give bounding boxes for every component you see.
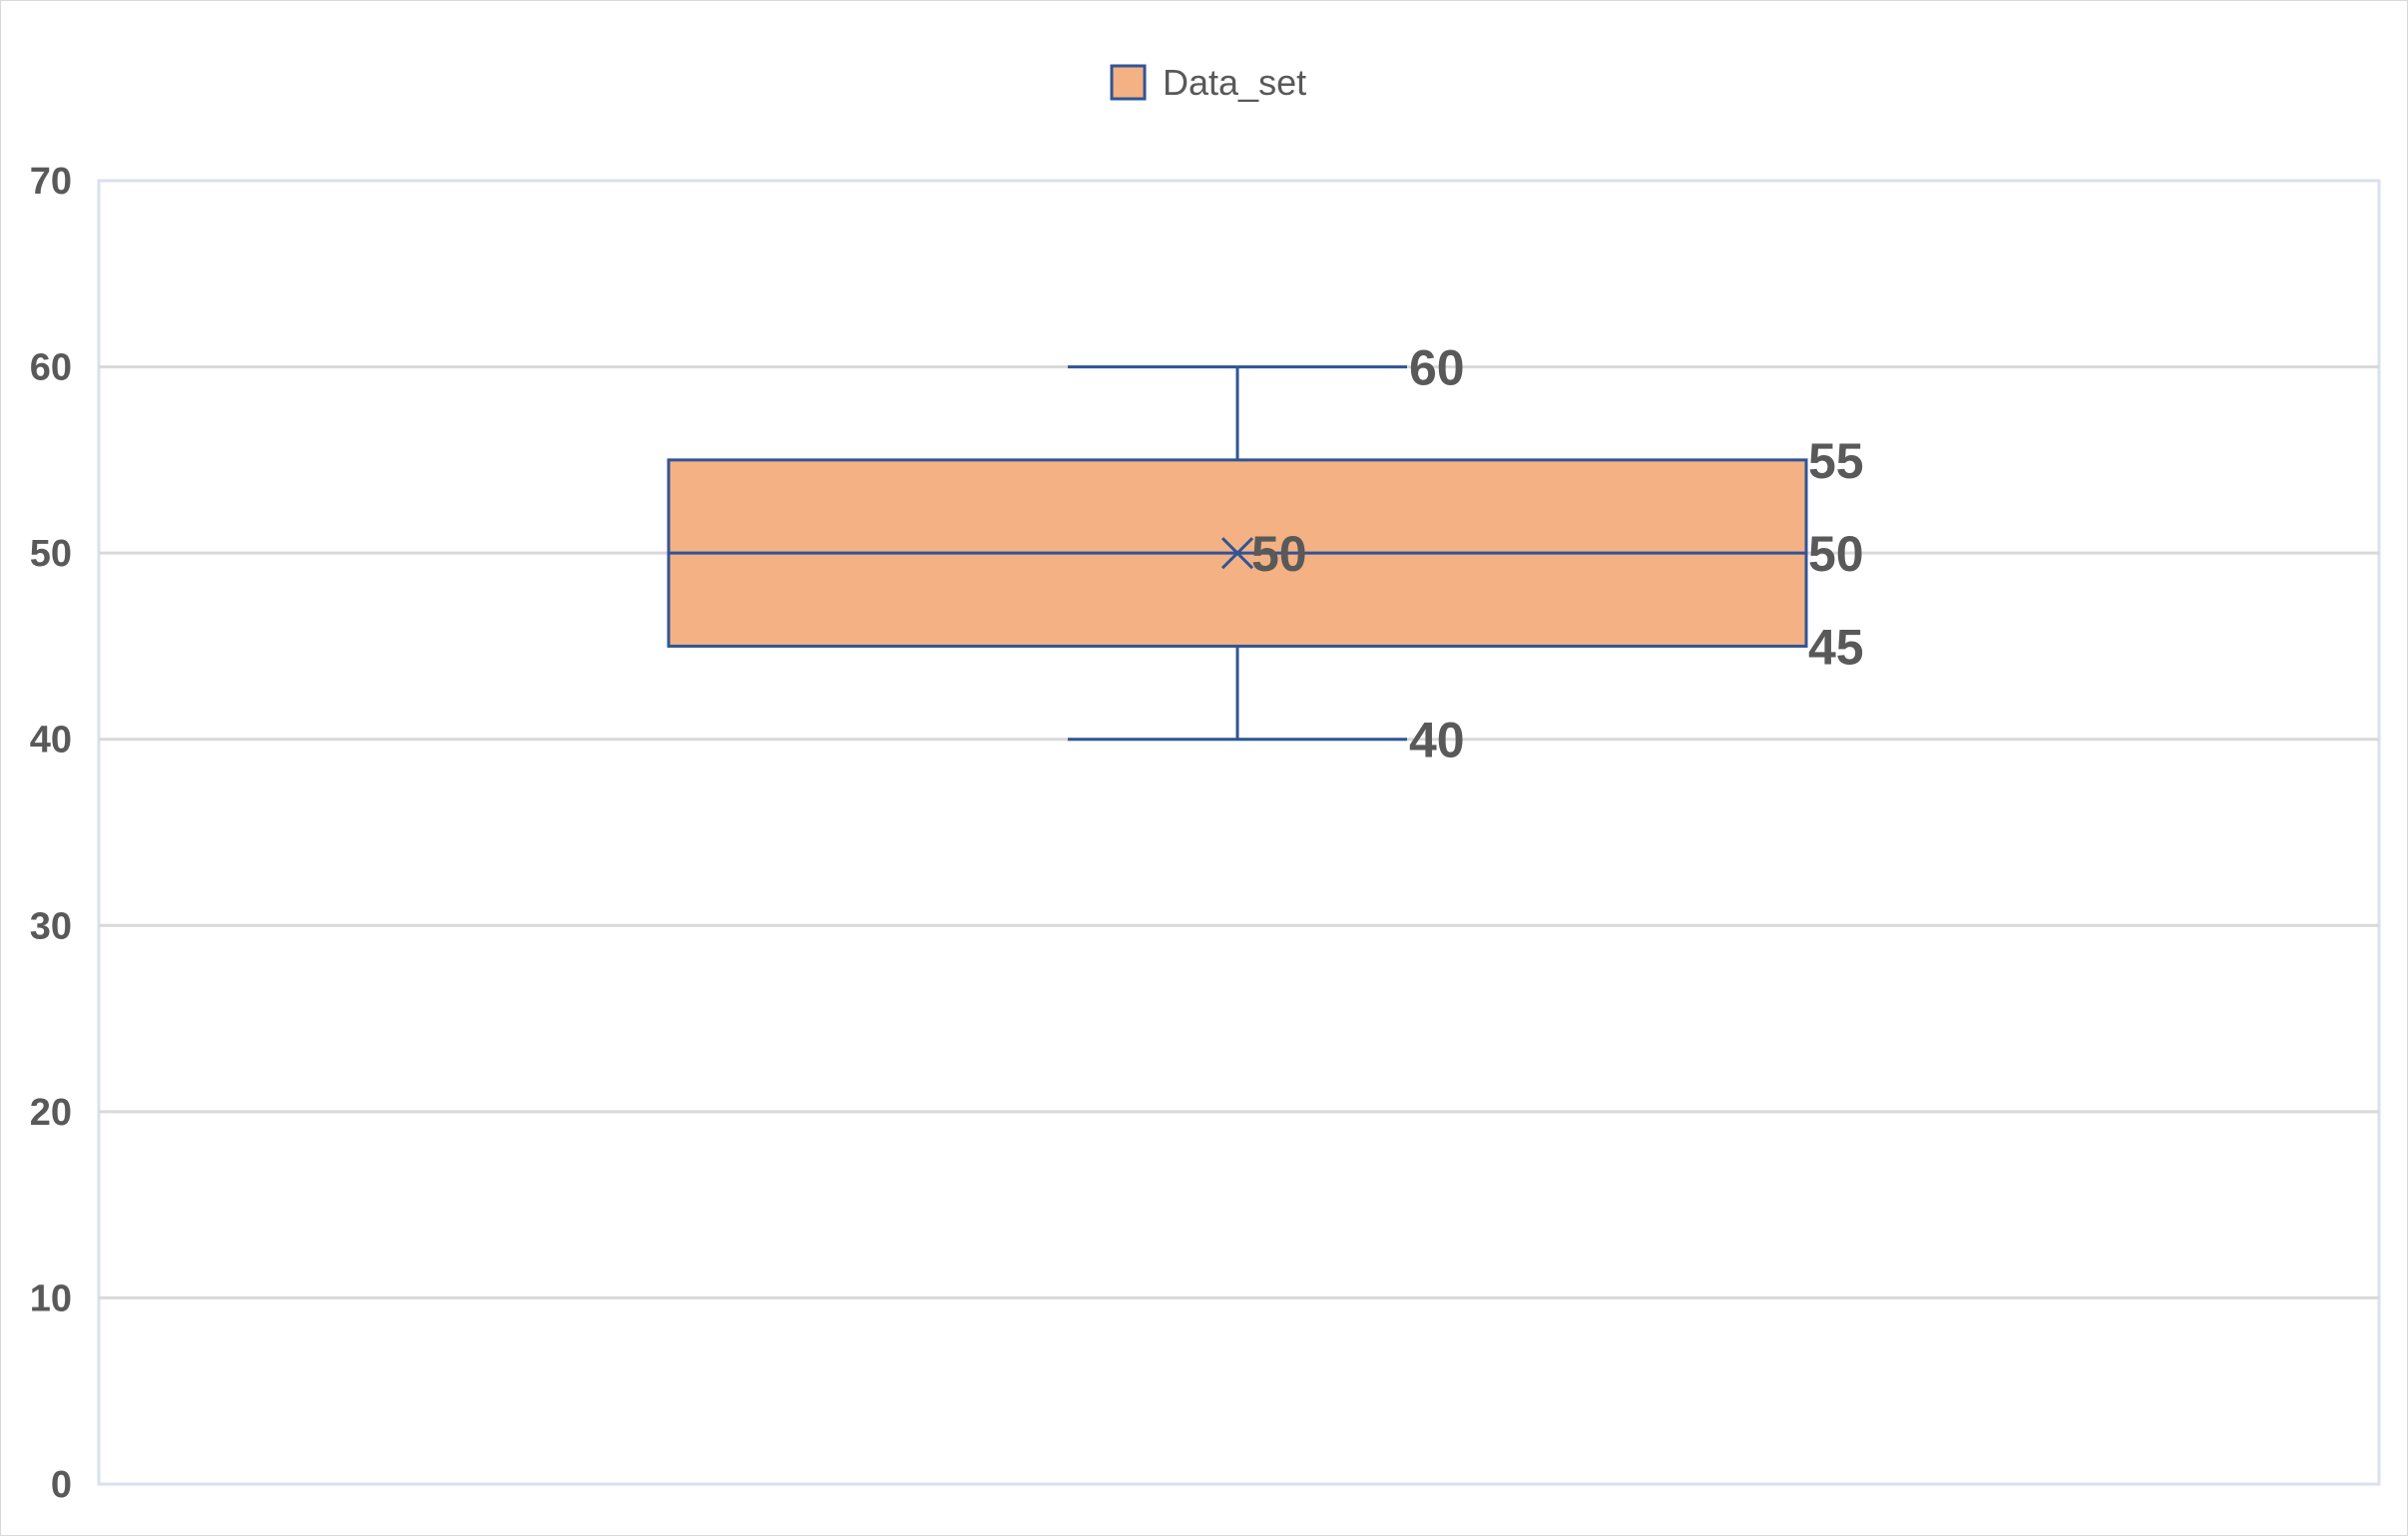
legend: Data_set (1110, 62, 1306, 103)
data-label-min: 40 (1409, 713, 1465, 768)
data-label-q1: 45 (1808, 619, 1864, 675)
data-label-max: 60 (1409, 340, 1465, 396)
y-tick-label-50: 50 (30, 533, 72, 575)
y-axis: 0 10 20 30 40 50 60 70 (30, 161, 72, 1506)
data-labels: 60 40 55 50 45 50 (1251, 340, 1864, 768)
y-tick-label-60: 60 (30, 347, 72, 389)
y-tick-label-20: 20 (30, 1092, 72, 1134)
data-label-mean: 50 (1251, 526, 1307, 582)
y-tick-label-10: 10 (30, 1278, 72, 1319)
y-tick-label-0: 0 (51, 1464, 72, 1506)
plot-area (97, 179, 2381, 1486)
box-series (667, 365, 1808, 742)
legend-label: Data_set (1163, 62, 1306, 103)
data-label-q3: 55 (1808, 433, 1864, 489)
mean-marker (1220, 537, 1254, 570)
y-tick-label-70: 70 (30, 161, 72, 203)
y-tick-label-30: 30 (30, 905, 72, 947)
legend-swatch (1110, 64, 1147, 101)
y-tick-label-40: 40 (30, 720, 72, 762)
data-label-median: 50 (1808, 526, 1864, 582)
